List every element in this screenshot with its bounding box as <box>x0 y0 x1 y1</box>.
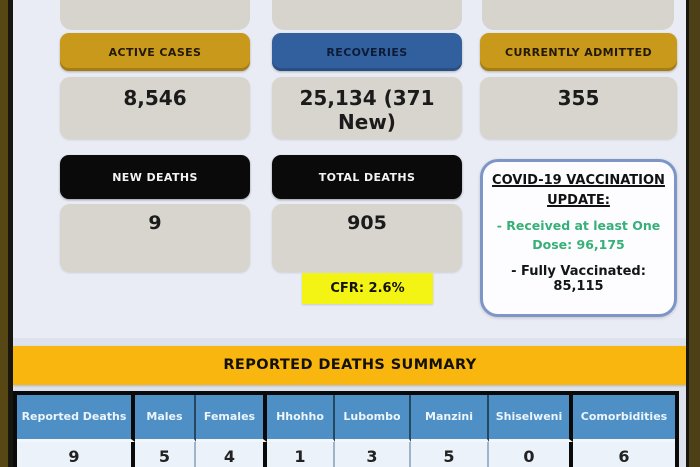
new-deaths-value: 9 <box>148 212 162 234</box>
header-cell-lubombo: Lubombo <box>335 395 411 442</box>
active-cases-label: ACTIVE CASES <box>108 45 202 59</box>
vaccination-title-line2: UPDATE: <box>547 192 610 208</box>
total-deaths-label: TOTAL DEATHS <box>318 170 416 184</box>
currently-admitted-header: CURRENTLY ADMITTED <box>480 33 677 71</box>
currently-admitted-value-box: 355 <box>480 77 677 139</box>
cropped-card-top-2 <box>272 0 462 30</box>
data-cell-males: 5 <box>135 442 196 467</box>
right-frame-border <box>686 0 700 467</box>
data-cell-reported-deaths: 9 <box>17 442 135 467</box>
header-cell-reported-deaths: Reported Deaths <box>17 395 135 442</box>
recoveries-value-box: 25,134 (371 New) <box>272 77 462 139</box>
header-cell-manzini: Manzini <box>411 395 489 442</box>
data-cell-comorbidities: 6 <box>573 442 675 467</box>
reported-deaths-summary-bar: REPORTED DEATHS SUMMARY <box>13 346 687 385</box>
left-frame-border <box>0 0 13 467</box>
data-cell-lubombo: 3 <box>335 442 411 467</box>
recoveries-header: RECOVERIES <box>272 33 462 71</box>
total-deaths-value-box: 905 <box>272 204 462 272</box>
vaccination-fully-line: - Fully Vaccinated: 85,115 <box>511 263 646 294</box>
data-cell-hhohho: 1 <box>267 442 335 467</box>
currently-admitted-label: CURRENTLY ADMITTED <box>504 45 653 59</box>
vaccination-card: COVID-19 VACCINATION UPDATE: - Received … <box>480 159 677 317</box>
header-cell-females: Females <box>196 395 267 442</box>
vaccination-title-line1: COVID-19 VACCINATION <box>492 173 665 188</box>
data-cell-manzini: 5 <box>411 442 489 467</box>
cropped-card-top-3 <box>482 0 674 30</box>
data-cell-females: 4 <box>196 442 267 467</box>
header-cell-hhohho: Hhohho <box>267 395 335 442</box>
new-deaths-value-box: 9 <box>60 204 250 272</box>
header-cell-shiselweni: Shiselweni <box>489 395 573 442</box>
active-cases-header: ACTIVE CASES <box>60 33 250 71</box>
total-deaths-header: TOTAL DEATHS <box>272 155 462 199</box>
new-deaths-label: NEW DEATHS <box>112 170 198 184</box>
currently-admitted-value: 355 <box>557 86 600 110</box>
reported-deaths-table: Reported Deaths Males Females Hhohho Lub… <box>13 391 679 467</box>
recoveries-label: RECOVERIES <box>326 45 408 59</box>
total-deaths-value: 905 <box>347 212 387 234</box>
header-cell-comorbidities: Comorbidities <box>573 395 675 442</box>
vaccination-dose-line1: - Received at least One <box>496 218 661 233</box>
table-data-row: 9 5 4 1 3 5 0 6 <box>17 442 675 467</box>
recoveries-value: 25,134 (371 New) <box>299 86 435 134</box>
table-header-row: Reported Deaths Males Females Hhohho Lub… <box>17 395 675 442</box>
header-cell-males: Males <box>135 395 196 442</box>
active-cases-value-box: 8,546 <box>60 77 250 139</box>
cropped-card-top-1 <box>60 0 250 30</box>
cfr-badge: CFR: 2.6% <box>302 273 433 304</box>
data-cell-shiselweni: 0 <box>489 442 573 467</box>
active-cases-value: 8,546 <box>123 86 187 110</box>
new-deaths-header: NEW DEATHS <box>60 155 250 199</box>
vaccination-dose-line2: Dose: 96,175 <box>532 236 625 252</box>
